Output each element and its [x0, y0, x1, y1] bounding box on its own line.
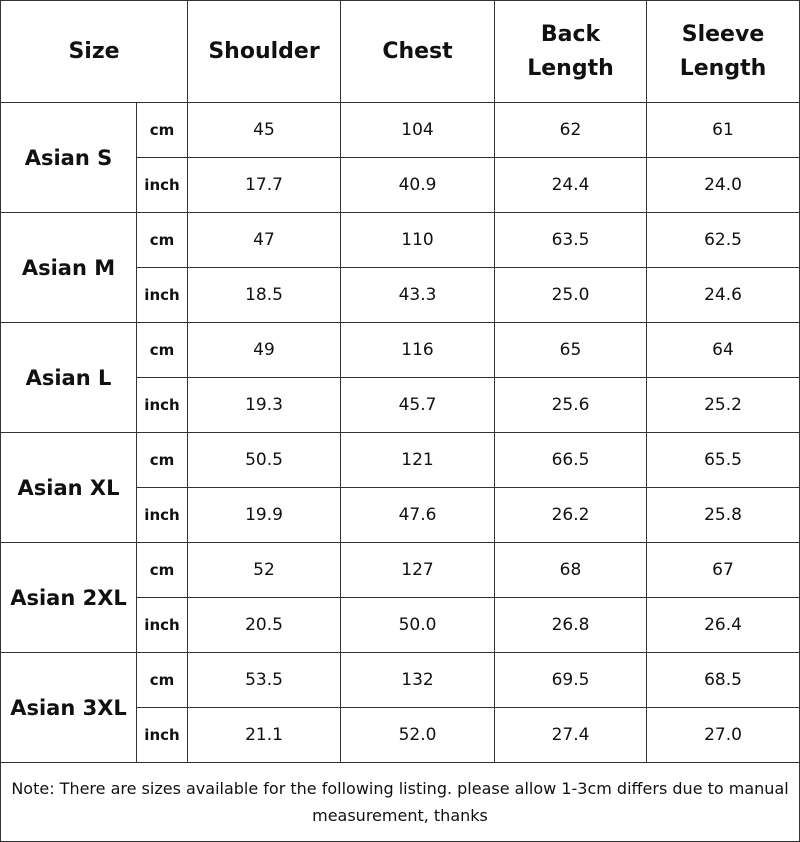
sleeve-length-value: 26.4 — [646, 597, 800, 653]
sleeve-length-value: 68.5 — [646, 652, 800, 708]
shoulder-value: 17.7 — [187, 157, 341, 213]
chest-value: 132 — [340, 652, 495, 708]
header-shoulder: Shoulder — [187, 0, 341, 103]
size-label: Asian XL — [0, 432, 137, 543]
table-row: inch 19.3 45.7 25.6 25.2 — [1, 377, 800, 433]
back-length-value: 62 — [494, 102, 647, 158]
sleeve-length-value: 24.0 — [646, 157, 800, 213]
shoulder-value: 50.5 — [187, 432, 341, 488]
header-size: Size — [0, 0, 188, 103]
unit-label: inch — [136, 487, 188, 543]
shoulder-value: 49 — [187, 322, 341, 378]
shoulder-value: 20.5 — [187, 597, 341, 653]
sleeve-length-value: 64 — [646, 322, 800, 378]
table-row: inch 20.5 50.0 26.8 26.4 — [1, 597, 800, 653]
unit-label: inch — [136, 157, 188, 213]
chest-value: 45.7 — [340, 377, 495, 433]
unit-label: inch — [136, 267, 188, 323]
unit-label: cm — [136, 212, 188, 268]
shoulder-value: 45 — [187, 102, 341, 158]
back-length-value: 27.4 — [494, 707, 647, 763]
chest-value: 43.3 — [340, 267, 495, 323]
shoulder-value: 19.9 — [187, 487, 341, 543]
size-label: Asian S — [0, 102, 137, 213]
sleeve-length-value: 62.5 — [646, 212, 800, 268]
sleeve-length-value: 65.5 — [646, 432, 800, 488]
size-label: Asian M — [0, 212, 137, 323]
table-row: inch 17.7 40.9 24.4 24.0 — [1, 157, 800, 213]
table-row: Asian XL cm 50.5 121 66.5 65.5 — [0, 432, 800, 543]
shoulder-value: 52 — [187, 542, 341, 598]
back-length-value: 24.4 — [494, 157, 647, 213]
chest-value: 52.0 — [340, 707, 495, 763]
size-label: Asian 2XL — [0, 542, 137, 653]
unit-label: inch — [136, 597, 188, 653]
back-length-value: 65 — [494, 322, 647, 378]
unit-label: cm — [136, 322, 188, 378]
chest-value: 40.9 — [340, 157, 495, 213]
table-row: inch 21.1 52.0 27.4 27.0 — [1, 707, 800, 763]
note-text: Note: There are sizes available for the … — [0, 762, 800, 842]
unit-label: cm — [136, 652, 188, 708]
back-length-value: 66.5 — [494, 432, 647, 488]
size-label: Asian 3XL — [0, 652, 137, 763]
shoulder-value: 53.5 — [187, 652, 341, 708]
unit-label: cm — [136, 542, 188, 598]
chest-value: 47.6 — [340, 487, 495, 543]
chest-value: 104 — [340, 102, 495, 158]
shoulder-value: 47 — [187, 212, 341, 268]
sleeve-length-value: 24.6 — [646, 267, 800, 323]
back-length-value: 63.5 — [494, 212, 647, 268]
table-row: inch 18.5 43.3 25.0 24.6 — [1, 267, 800, 323]
chest-value: 121 — [340, 432, 495, 488]
header-sleeve-length: Sleeve Length — [646, 0, 800, 103]
chest-value: 110 — [340, 212, 495, 268]
back-length-value: 25.6 — [494, 377, 647, 433]
size-label: Asian L — [0, 322, 137, 433]
unit-label: inch — [136, 377, 188, 433]
unit-label: cm — [136, 432, 188, 488]
chest-value: 127 — [340, 542, 495, 598]
sleeve-length-value: 25.2 — [646, 377, 800, 433]
table-row: inch 19.9 47.6 26.2 25.8 — [1, 487, 800, 543]
header-chest: Chest — [340, 0, 495, 103]
shoulder-value: 18.5 — [187, 267, 341, 323]
chest-value: 116 — [340, 322, 495, 378]
header-back-length: Back Length — [494, 0, 647, 103]
sleeve-length-value: 25.8 — [646, 487, 800, 543]
sleeve-length-value: 61 — [646, 102, 800, 158]
shoulder-value: 21.1 — [187, 707, 341, 763]
header-row: Size Shoulder Chest Back Length Sleeve L… — [0, 0, 800, 103]
back-length-value: 25.0 — [494, 267, 647, 323]
back-length-value: 69.5 — [494, 652, 647, 708]
table-row: Asian 3XL cm 53.5 132 69.5 68.5 — [0, 652, 800, 763]
back-length-value: 26.8 — [494, 597, 647, 653]
table-row: Asian 2XL cm 52 127 68 67 — [0, 542, 800, 653]
sleeve-length-value: 27.0 — [646, 707, 800, 763]
chest-value: 50.0 — [340, 597, 495, 653]
back-length-value: 26.2 — [494, 487, 647, 543]
sleeve-length-value: 67 — [646, 542, 800, 598]
back-length-value: 68 — [494, 542, 647, 598]
shoulder-value: 19.3 — [187, 377, 341, 433]
unit-label: cm — [136, 102, 188, 158]
unit-label: inch — [136, 707, 188, 763]
